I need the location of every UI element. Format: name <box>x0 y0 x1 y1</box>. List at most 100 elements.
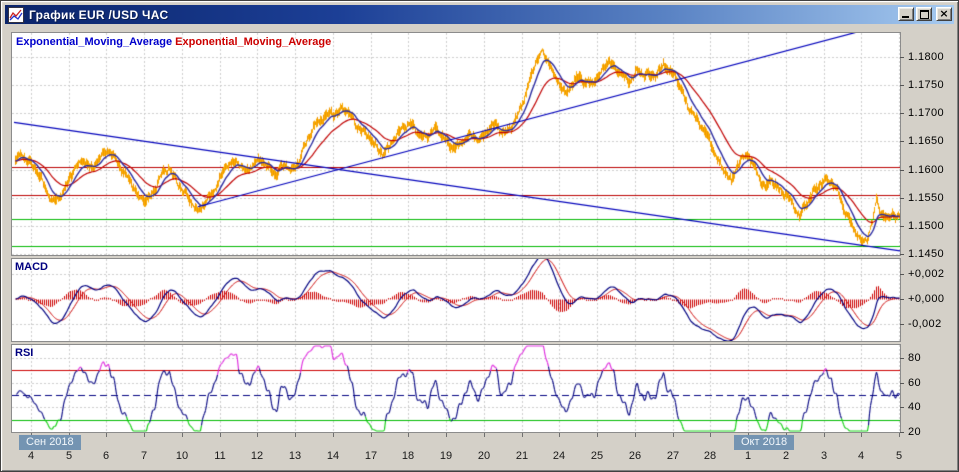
date-label: 2 <box>782 450 790 462</box>
date-tick-mark <box>710 433 711 437</box>
date-tick-mark <box>257 433 258 437</box>
axis-tick-label: 1.1750 <box>908 79 945 91</box>
axis-tick-mark <box>900 57 904 58</box>
axis-tick-mark <box>900 358 904 359</box>
date-label: 19 <box>439 450 453 462</box>
axis-tick-mark <box>900 432 904 433</box>
price-plot-canvas[interactable] <box>12 33 900 255</box>
macd-label: MACD <box>15 261 48 273</box>
date-tick-mark <box>408 433 409 437</box>
date-tick-mark <box>446 433 447 437</box>
date-tick-mark <box>220 433 221 437</box>
axis-tick-label: 1.1800 <box>908 51 945 63</box>
axis-tick-mark <box>900 254 904 255</box>
date-label: 7 <box>140 450 148 462</box>
close-icon: × <box>939 7 949 20</box>
axis-tick-label: 20 <box>908 426 922 438</box>
minimize-button[interactable] <box>898 7 914 21</box>
date-tick-mark <box>182 433 183 437</box>
date-label: 5 <box>895 450 903 462</box>
axis-tick-label: 40 <box>908 401 922 413</box>
date-label: 26 <box>628 450 642 462</box>
date-tick-mark <box>484 433 485 437</box>
date-tick-mark <box>144 433 145 437</box>
date-tick-mark <box>522 433 523 437</box>
rsi-panel[interactable]: RSI <box>11 344 901 433</box>
date-axis[interactable]: 4 5 6 7 10 11 12 13 14 17 18 19 20 21 24 25 26 27 28 1 2 3 4 5 С… <box>1 433 959 464</box>
date-tick-mark <box>673 433 674 437</box>
date-label: 12 <box>250 450 264 462</box>
date-label: 20 <box>477 450 491 462</box>
date-tick-mark <box>635 433 636 437</box>
axis-tick-label: 1.1450 <box>908 248 945 260</box>
date-label: 24 <box>552 450 566 462</box>
legend-ema-slow: Exponential_Moving_Average <box>175 36 332 48</box>
macd-plot-canvas[interactable] <box>12 259 900 341</box>
window-title: График EUR /USD ЧАС <box>29 7 169 22</box>
date-tick-mark <box>295 433 296 437</box>
date-label: 1 <box>744 450 752 462</box>
axis-tick-mark <box>900 170 904 171</box>
maximize-icon <box>920 10 929 19</box>
date-label: 21 <box>515 450 529 462</box>
axis-tick-label: 1.1500 <box>908 220 945 232</box>
date-label: 17 <box>364 450 378 462</box>
date-tick-mark <box>899 433 900 437</box>
axis-tick-mark <box>900 299 904 300</box>
indicator-legend: Exponential_Moving_Average Exponential_M… <box>16 36 331 48</box>
axis-tick-mark <box>900 274 904 275</box>
price-axis[interactable]: 1.1800 1.1750 1.1700 1.1650 1.1600 1.1550 1.15… <box>900 32 959 260</box>
title-bar[interactable]: График EUR /USD ЧАС × <box>5 5 954 24</box>
axis-tick-mark <box>900 141 904 142</box>
date-label: 14 <box>326 450 340 462</box>
month-badge: Окт 2018 <box>734 435 795 450</box>
date-tick-mark <box>824 433 825 437</box>
minimize-icon <box>902 16 909 18</box>
date-label: 6 <box>102 450 110 462</box>
chart-icon <box>8 6 24 23</box>
price-chart-panel[interactable]: Exponential_Moving_Average Exponential_M… <box>11 32 901 256</box>
close-button[interactable]: × <box>936 7 952 21</box>
maximize-button[interactable] <box>916 7 932 21</box>
axis-tick-label: +0,002 <box>908 268 945 280</box>
date-tick-mark <box>333 433 334 437</box>
axis-tick-label: -0,002 <box>908 318 942 330</box>
axis-tick-mark <box>900 198 904 199</box>
date-label: 10 <box>175 450 189 462</box>
date-label: 3 <box>820 450 828 462</box>
rsi-plot-canvas[interactable] <box>12 345 900 432</box>
macd-panel[interactable]: MACD <box>11 258 901 342</box>
axis-tick-mark <box>900 407 904 408</box>
date-label: 11 <box>214 450 226 462</box>
axis-tick-mark <box>900 113 904 114</box>
axis-tick-mark <box>900 226 904 227</box>
axis-tick-mark <box>900 383 904 384</box>
date-label: 4 <box>857 450 865 462</box>
date-tick-mark <box>106 433 107 437</box>
date-label: 18 <box>401 450 415 462</box>
date-label: 28 <box>703 450 717 462</box>
axis-tick-label: 60 <box>908 377 922 389</box>
axis-tick-mark <box>900 324 904 325</box>
axis-tick-label: 1.1600 <box>908 164 945 176</box>
date-label: 27 <box>666 450 680 462</box>
date-label: 5 <box>65 450 73 462</box>
date-label: 13 <box>288 450 302 462</box>
axis-tick-label: +0,000 <box>908 293 945 305</box>
rsi-axis[interactable]: 80 60 40 20 <box>900 344 959 438</box>
axis-tick-label: 1.1550 <box>908 192 945 204</box>
axis-tick-label: 1.1650 <box>908 135 945 147</box>
month-badge: Сен 2018 <box>19 435 81 450</box>
macd-axis[interactable]: +0,002 +0,000 -0,002 <box>900 258 959 342</box>
axis-tick-label: 1.1700 <box>908 107 945 119</box>
rsi-label: RSI <box>15 347 34 359</box>
date-tick-mark <box>597 433 598 437</box>
axis-tick-mark <box>900 85 904 86</box>
legend-ema-fast: Exponential_Moving_Average <box>16 36 173 48</box>
date-label: 4 <box>27 450 35 462</box>
date-label: 25 <box>590 450 604 462</box>
date-tick-mark <box>371 433 372 437</box>
date-tick-mark <box>861 433 862 437</box>
date-tick-mark <box>559 433 560 437</box>
